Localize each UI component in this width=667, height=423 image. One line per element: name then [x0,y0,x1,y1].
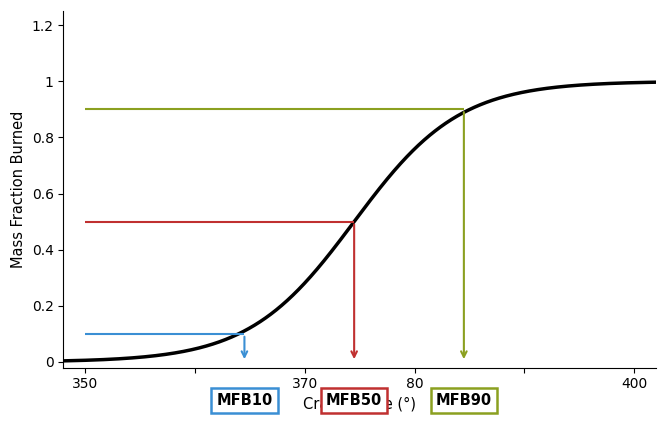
Text: MFB90: MFB90 [436,393,492,408]
Text: MFB50: MFB50 [326,393,382,408]
Y-axis label: Mass Fraction Burned: Mass Fraction Burned [11,111,26,268]
Text: MFB10: MFB10 [216,393,273,408]
X-axis label: Crank Angle (°): Crank Angle (°) [303,397,416,412]
